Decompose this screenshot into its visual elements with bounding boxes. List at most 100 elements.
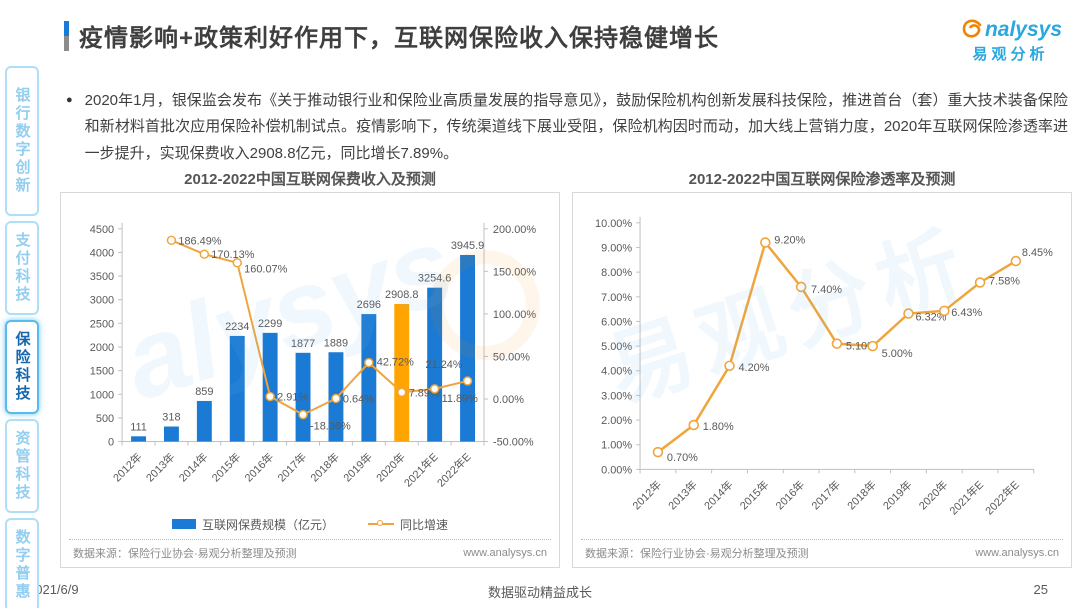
- svg-text:200.00%: 200.00%: [493, 224, 536, 236]
- svg-text:186.49%: 186.49%: [178, 235, 221, 247]
- svg-text:150.00%: 150.00%: [493, 266, 536, 278]
- svg-text:-18.36%: -18.36%: [310, 421, 351, 433]
- legend-item-premium-scale: 互联网保费规模（亿元）: [171, 516, 334, 533]
- bar-swatch-icon: [171, 519, 196, 530]
- svg-text:4500: 4500: [90, 224, 114, 236]
- svg-text:2013年: 2013年: [143, 450, 178, 485]
- svg-text:7.00%: 7.00%: [601, 292, 632, 304]
- svg-text:2.00%: 2.00%: [601, 415, 632, 427]
- sidebar-item-payment-tech[interactable]: 支付科技: [5, 221, 39, 315]
- penetration-chart-block: 2012-2022中国互联网保险渗透率及预测 0.00% 1.00% 2.00% 3.…: [572, 168, 1072, 568]
- svg-text:7.58%: 7.58%: [989, 275, 1020, 287]
- penetration-chart-source-url: www.analysys.cn: [975, 547, 1059, 559]
- svg-text:2016年: 2016年: [772, 477, 807, 512]
- svg-text:160.07%: 160.07%: [244, 264, 287, 276]
- premium-income-bar-line-chart: 0 500 1000 1500 2000 2500 3000 3500 4000 4500 -50.…: [90, 222, 536, 490]
- premium-chart-card: 0 500 1000 1500 2000 2500 3000 3500 4000 4500 -50.…: [60, 192, 560, 568]
- premium-income-chart-block: 2012-2022中国互联网保费收入及预测 0 500 1000 1500 2000 25…: [60, 168, 560, 568]
- svg-text:2012年: 2012年: [110, 450, 145, 485]
- svg-text:2908.8: 2908.8: [385, 289, 418, 301]
- penetration-chart-source: 数据来源：保险行业协会·易观分析整理及预测: [585, 548, 809, 560]
- svg-text:3254.6: 3254.6: [418, 273, 451, 285]
- summary-text: 2020年1月，银保监会发布《关于推动银行业和保险业高质量发展的指导意见》，鼓励…: [84, 92, 1068, 162]
- svg-text:2012年: 2012年: [629, 477, 664, 512]
- divider: [69, 539, 551, 540]
- svg-text:2021年E: 2021年E: [946, 478, 986, 518]
- page-number: 25: [1033, 582, 1048, 597]
- svg-text:9.20%: 9.20%: [774, 235, 805, 247]
- header: 疫情影响+政策利好作用下，互联网保险收入保持稳健增长 nalysys 易观分析: [64, 18, 1068, 64]
- svg-text:2021年E: 2021年E: [401, 450, 441, 490]
- page-title: 疫情影响+政策利好作用下，互联网保险收入保持稳健增长: [79, 25, 720, 52]
- svg-text:2018年: 2018年: [307, 450, 342, 485]
- svg-text:2014年: 2014年: [176, 450, 211, 485]
- sidebar-item-insurance-tech[interactable]: 保险科技: [5, 320, 39, 414]
- penetration-rate-line-chart: 0.00% 1.00% 2.00% 3.00% 4.00% 5.00% 6.00% 7.00%…: [595, 216, 1053, 518]
- logo-brand-cn: 易观分析: [972, 46, 1049, 63]
- svg-text:42.72%: 42.72%: [377, 357, 414, 369]
- svg-text:6.32%: 6.32%: [915, 312, 946, 324]
- legend-item-growth-rate: 同比增速: [368, 516, 448, 533]
- premium-chart-title: 2012-2022中国互联网保费收入及预测: [184, 171, 436, 188]
- sidebar-item-asset-management-tech[interactable]: 资管科技: [5, 419, 39, 513]
- svg-text:2299: 2299: [258, 318, 282, 330]
- svg-text:100.00%: 100.00%: [493, 309, 536, 321]
- premium-chart-source-url: www.analysys.cn: [463, 547, 547, 559]
- svg-text:859: 859: [195, 386, 213, 398]
- footer-slogan: 数据驱动精益成长: [487, 585, 592, 600]
- svg-text:1500: 1500: [90, 366, 114, 378]
- logo-brand-text: nalysys: [984, 18, 1062, 41]
- svg-text:2696: 2696: [357, 299, 381, 311]
- penetration-chart-title: 2012-2022中国互联网保险渗透率及预测: [688, 171, 956, 188]
- logo-swirl-icon: [962, 19, 982, 38]
- svg-text:0: 0: [108, 437, 114, 449]
- svg-text:2017年: 2017年: [808, 477, 843, 512]
- svg-text:2014年: 2014年: [701, 477, 736, 512]
- svg-text:4000: 4000: [90, 247, 114, 259]
- svg-text:2020年: 2020年: [373, 450, 408, 485]
- svg-text:1889: 1889: [324, 337, 348, 349]
- svg-text:9.00%: 9.00%: [601, 242, 632, 254]
- premium-chart-legend: 互联网保费规模（亿元） 同比增速: [61, 511, 559, 537]
- svg-text:2.91%: 2.91%: [277, 392, 308, 404]
- legend-label-growth: 同比增速: [400, 517, 449, 532]
- svg-text:2015年: 2015年: [737, 477, 772, 512]
- svg-text:3.00%: 3.00%: [601, 390, 632, 402]
- sidebar-item-bank-digital-innovation[interactable]: 银行数字创新: [5, 66, 39, 216]
- svg-text:1.00%: 1.00%: [601, 440, 632, 452]
- svg-text:2022年E: 2022年E: [434, 450, 474, 490]
- footer: 2021/6/9 数据驱动精益成长 25: [0, 582, 1080, 602]
- svg-text:11.89%: 11.89%: [442, 393, 479, 405]
- svg-text:318: 318: [162, 412, 180, 424]
- legend-label-premium: 互联网保费规模（亿元）: [201, 517, 334, 532]
- svg-text:2019年: 2019年: [880, 477, 915, 512]
- svg-text:500: 500: [96, 413, 114, 425]
- svg-text:2017年: 2017年: [274, 450, 309, 485]
- bullet-icon: ●: [66, 94, 73, 106]
- svg-text:3000: 3000: [90, 295, 114, 307]
- svg-text:2020年: 2020年: [916, 477, 951, 512]
- svg-text:6.43%: 6.43%: [951, 307, 982, 319]
- line-swatch-icon: [368, 520, 394, 527]
- sidebar: 银行数字创新 支付科技 保险科技 资管科技 数字普惠: [5, 66, 41, 608]
- svg-text:-50.00%: -50.00%: [493, 437, 534, 449]
- svg-text:0.70%: 0.70%: [667, 452, 698, 464]
- sidebar-item-digital-inclusion[interactable]: 数字普惠: [5, 518, 39, 608]
- svg-text:1.80%: 1.80%: [703, 421, 734, 433]
- svg-text:2018年: 2018年: [844, 477, 879, 512]
- svg-text:111: 111: [130, 421, 147, 433]
- svg-text:1000: 1000: [90, 389, 114, 401]
- svg-text:5.00%: 5.00%: [882, 348, 913, 360]
- penetration-chart-card: 0.00% 1.00% 2.00% 3.00% 4.00% 5.00% 6.00% 7.00%…: [572, 192, 1072, 568]
- svg-text:0.00%: 0.00%: [601, 464, 632, 476]
- svg-text:50.00%: 50.00%: [493, 351, 530, 363]
- svg-text:8.45%: 8.45%: [1022, 247, 1053, 259]
- svg-text:8.00%: 8.00%: [601, 267, 632, 279]
- title-accent-bar: [64, 20, 69, 51]
- svg-text:2013年: 2013年: [665, 477, 700, 512]
- charts-row: 2012-2022中国互联网保费收入及预测 0 500 1000 1500 2000 25…: [60, 168, 1072, 568]
- svg-text:2234: 2234: [225, 321, 249, 333]
- divider: [581, 539, 1063, 540]
- svg-text:2022年E: 2022年E: [982, 478, 1022, 518]
